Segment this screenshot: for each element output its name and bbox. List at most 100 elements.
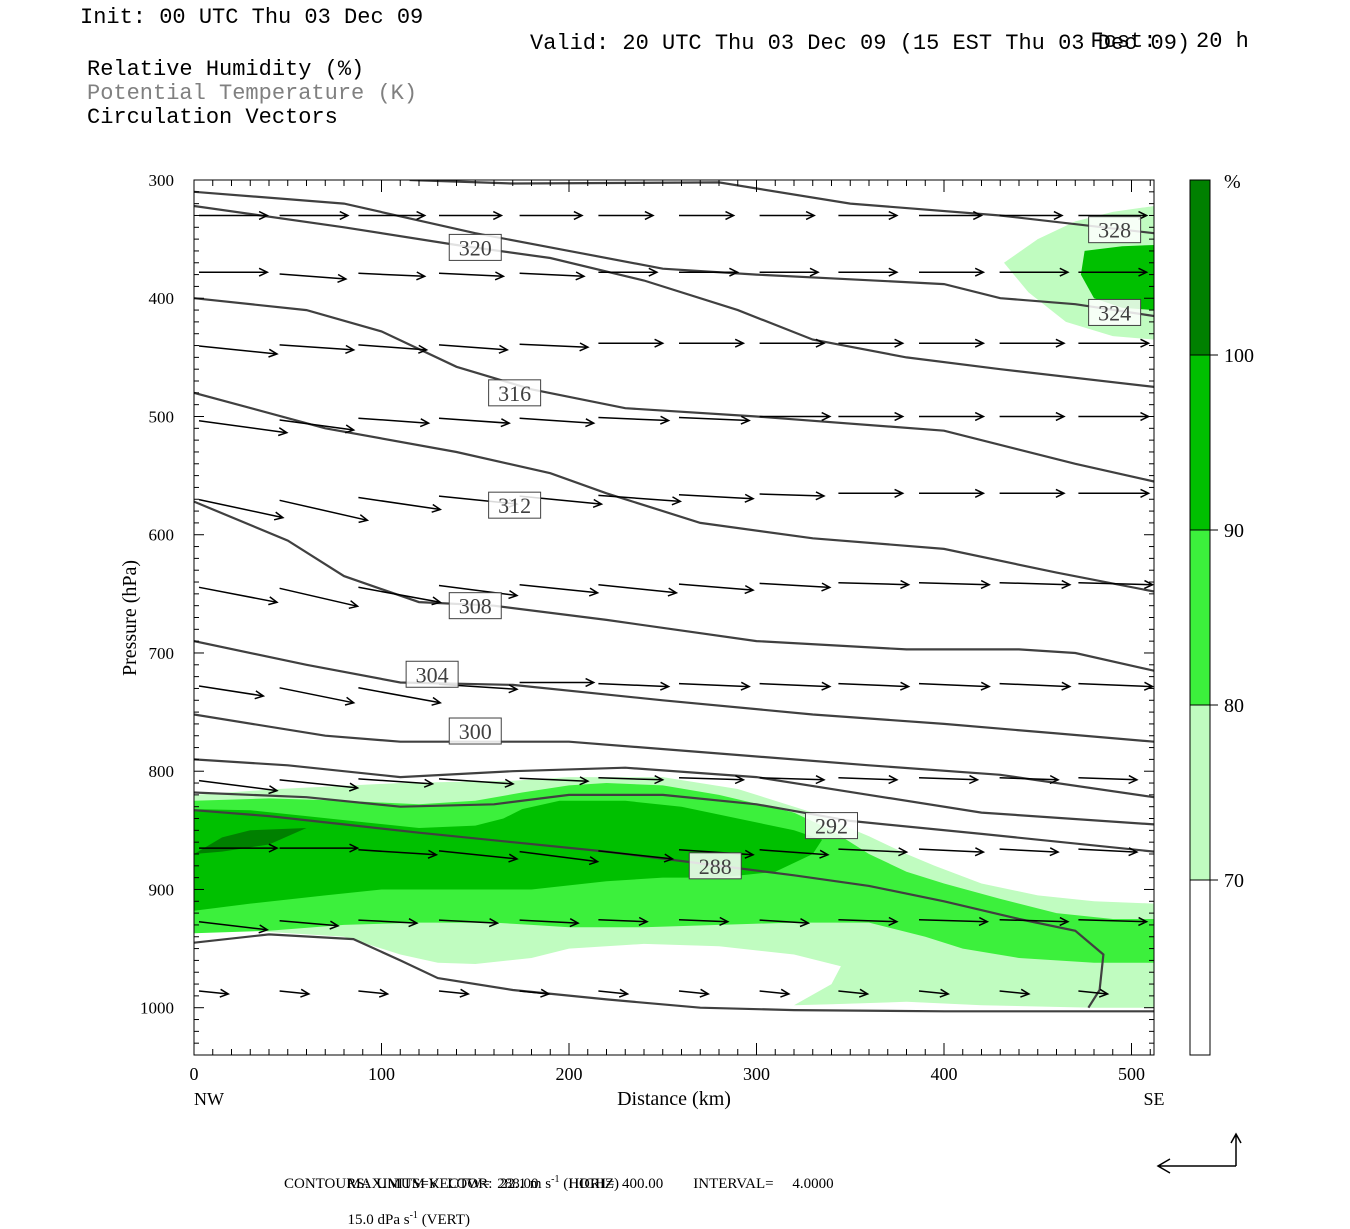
vector-arrow <box>918 988 951 998</box>
vector-arrow <box>678 916 730 926</box>
vector-arrow <box>1078 210 1149 221</box>
max-vector-horiz: (HORIZ) <box>559 1176 620 1192</box>
vector-arrow <box>678 493 755 503</box>
forecast-value: 20 h <box>1196 29 1249 54</box>
axes: 300 400 500 600 700 800 900 1000 0 100 200 300 400 50… <box>140 171 1154 1084</box>
colorbar-level-label: 100 <box>1224 345 1254 367</box>
vector-arrow <box>438 778 515 788</box>
vector-arrow <box>358 778 435 788</box>
x-tick-label: 0 <box>190 1064 199 1084</box>
rh-region-90-4 <box>1080 245 1154 311</box>
vector-arrow <box>678 775 746 785</box>
vector-arrow <box>438 988 471 998</box>
vector-arrow <box>439 210 504 221</box>
vector-arrow <box>838 411 905 422</box>
theta-label-box-300 <box>448 717 502 745</box>
colorbar-band <box>1189 354 1211 531</box>
colorbar-band <box>1189 529 1211 706</box>
y-axis-label: Pressure (hPa) <box>119 560 141 676</box>
vector-arrow <box>678 583 755 595</box>
vector-arrow <box>838 774 899 785</box>
x-end-right: SE <box>1143 1089 1164 1109</box>
theta-contour-320 <box>194 204 1154 388</box>
forecast-label: Fcst: <box>1090 29 1157 54</box>
reference-horizontal-arrow <box>1156 1158 1236 1174</box>
vector-arrow <box>199 843 279 853</box>
vector-arrow <box>198 419 289 437</box>
x-tick-label: 100 <box>368 1064 395 1084</box>
vector-arrow <box>279 587 360 610</box>
vector-arrow <box>759 582 832 592</box>
circulation-vectors <box>198 210 1154 998</box>
vector-arrow <box>679 338 746 348</box>
vector-arrow <box>598 210 655 221</box>
vector-arrow <box>759 267 820 277</box>
vector-arrow <box>918 774 980 785</box>
vector-arrow <box>598 494 683 506</box>
vector-arrow <box>358 918 419 928</box>
max-vector-vert: (VERT) <box>417 1212 470 1228</box>
vector-arrow <box>438 850 519 863</box>
vector-arrow <box>358 271 427 281</box>
theta-label-box-312 <box>488 491 542 519</box>
theta-label-box-304 <box>405 660 459 688</box>
colorbar-band <box>1189 704 1211 881</box>
theta-contour-unlabeled-3 <box>194 758 1154 826</box>
x-end-left: NW <box>194 1089 224 1109</box>
vector-arrow <box>678 988 711 998</box>
vector-arrow <box>598 775 665 785</box>
vector-arrow <box>519 677 596 688</box>
vector-arrow <box>999 267 1070 277</box>
y-tick-label: 700 <box>149 644 175 663</box>
vector-arrow <box>999 411 1066 422</box>
vector-arrow <box>838 916 899 927</box>
vector-arrow <box>838 210 899 221</box>
vector-arrow <box>598 681 671 691</box>
colorbar-band <box>1189 179 1211 356</box>
cross-section-chart: 288 292 300 304 308 312 316 320 324 328 300 400 500… <box>119 171 1254 1174</box>
y-tick-label: 400 <box>149 289 175 308</box>
x-tick-label: 200 <box>556 1064 583 1084</box>
vector-arrow <box>999 847 1060 857</box>
vector-arrow <box>519 776 590 786</box>
y-tick-label: 800 <box>149 762 175 781</box>
colorbar-level-label: 70 <box>1224 870 1244 892</box>
theta-contour-312 <box>194 391 1154 593</box>
theta-contour-unlabeled-1 <box>194 933 1154 1013</box>
vector-arrow <box>519 918 580 928</box>
theta-label-312: 312 <box>498 493 531 518</box>
vector-arrow <box>198 779 279 795</box>
vector-arrow <box>1078 579 1154 590</box>
vector-arrow <box>279 779 360 792</box>
vector-arrow <box>198 921 270 934</box>
vector-arrow <box>519 850 600 866</box>
init-time: Init: 00 UTC Thu 03 Dec 09 <box>80 5 424 30</box>
vector-arrow <box>759 988 791 998</box>
vector-arrow <box>279 988 311 998</box>
vector-arrow <box>918 681 991 691</box>
vector-arrow <box>838 988 870 998</box>
vector-arrow <box>1078 338 1151 348</box>
vector-arrow <box>279 687 356 706</box>
colorbar-band <box>1189 879 1211 1056</box>
vector-arrow <box>438 918 500 928</box>
max-vector-vert-exponent: -1 <box>409 1210 418 1221</box>
valid-time: Valid: 20 UTC Thu 03 Dec 09 (15 EST Thu … <box>530 31 1191 56</box>
vector-arrow <box>838 847 909 857</box>
y-tick-label: 900 <box>149 880 175 899</box>
rh-shading <box>194 206 1154 1008</box>
y-tick-label: 500 <box>149 407 175 426</box>
vector-arrow <box>999 579 1072 590</box>
theta-label-288: 288 <box>699 854 732 879</box>
max-vector-vert-value: 15.0 dPa s <box>347 1212 410 1228</box>
vector-arrow <box>999 988 1031 998</box>
max-vector-note: MAXIMUM VECTOR: 22.1 m s-1 (HORIZ) 15.0 … <box>340 1157 620 1229</box>
vector-arrow <box>838 488 905 498</box>
theta-contour-288 <box>194 809 1105 1009</box>
vector-arrow <box>198 498 285 521</box>
vector-arrow <box>1078 411 1151 422</box>
theta-label-box-316 <box>488 379 542 407</box>
vector-arrow <box>438 271 506 281</box>
vector-arrow <box>279 843 360 853</box>
vector-arrow <box>279 210 350 221</box>
